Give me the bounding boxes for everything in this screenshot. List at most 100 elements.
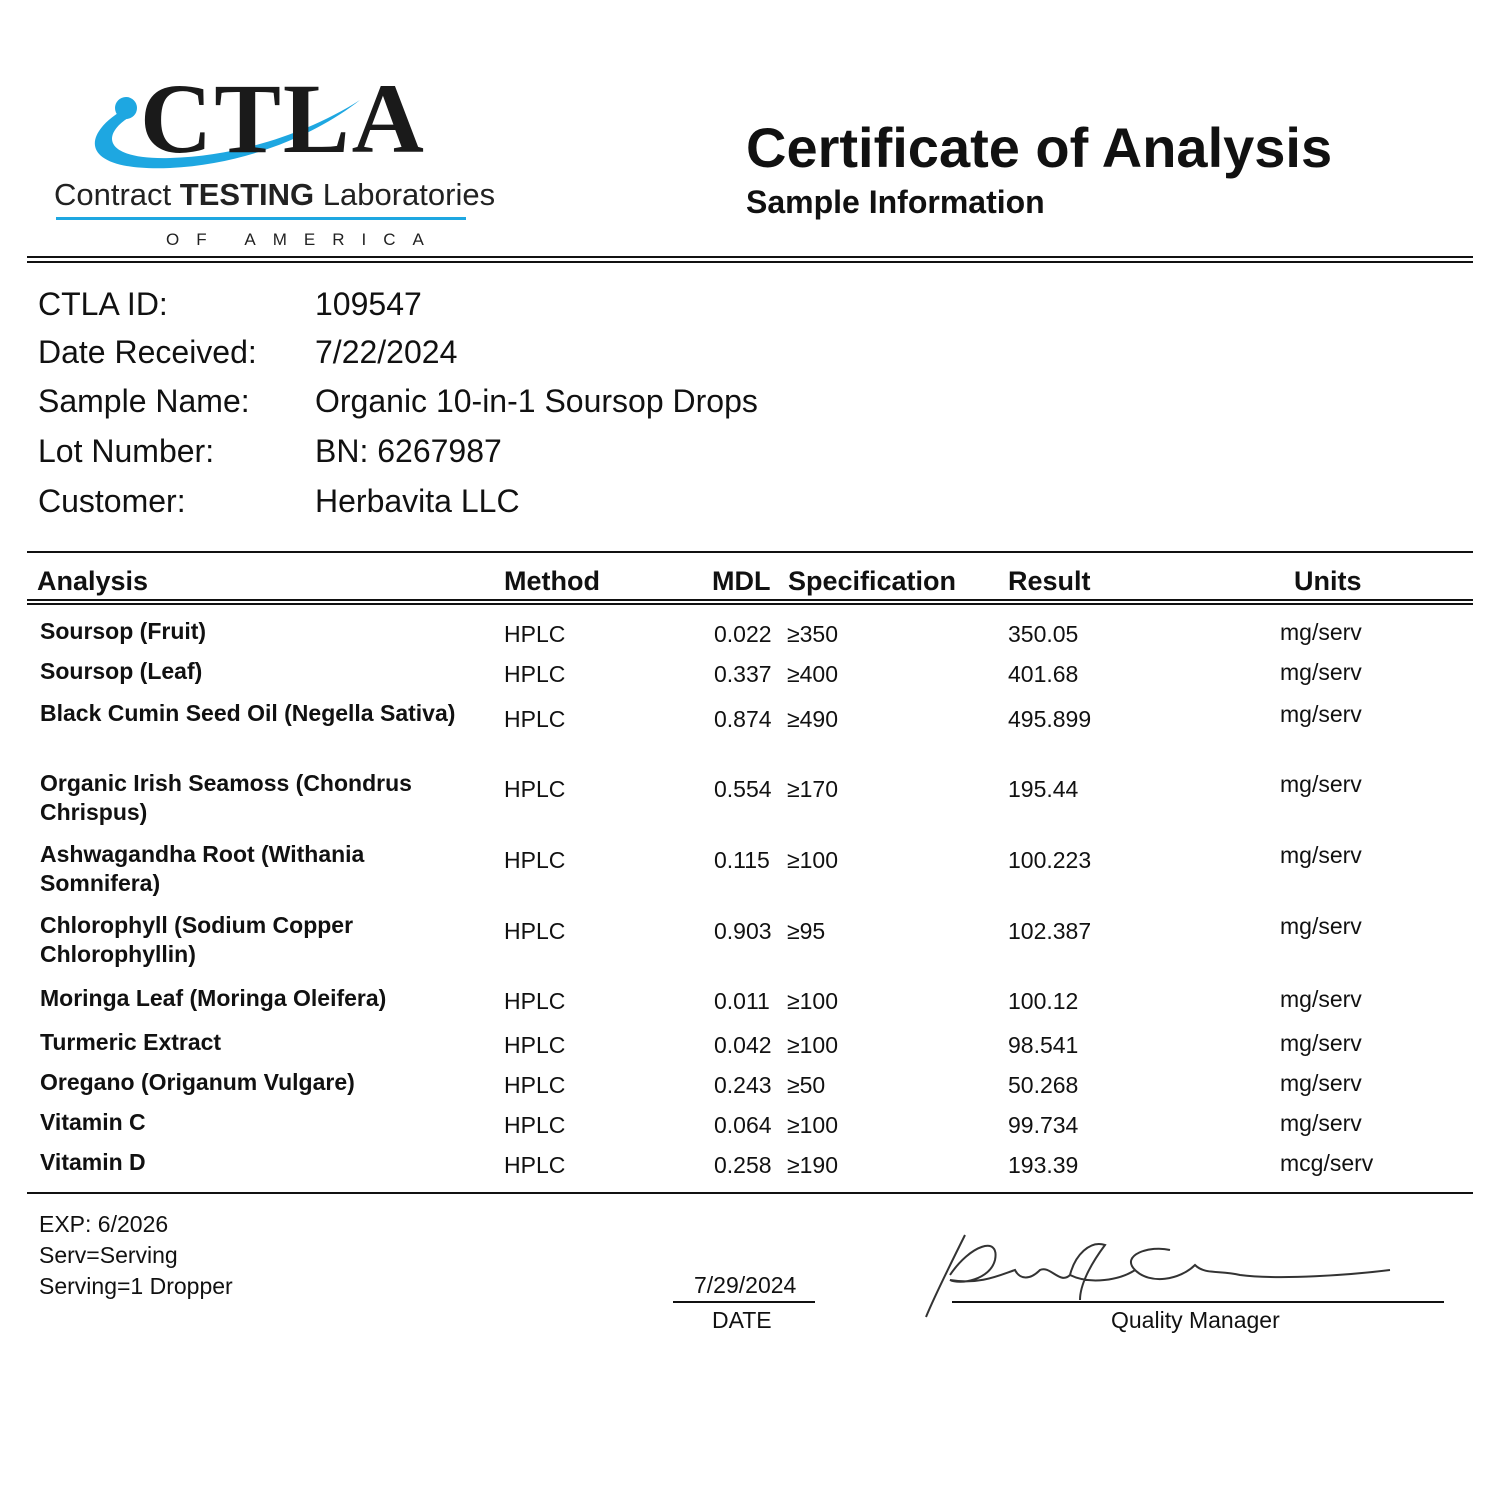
cell-method: HPLC [504, 918, 566, 944]
cell-mdl: 0.115 [714, 847, 770, 873]
cell-mdl: 0.337 [714, 661, 772, 687]
cell-specification: ≥350 [787, 621, 838, 647]
logo-company-name: Contract TESTING Laboratories [54, 177, 496, 212]
divider [27, 1192, 1473, 1194]
cell-method: HPLC [504, 1112, 566, 1138]
cell-specification: ≥100 [787, 1112, 838, 1138]
cell-analysis: Vitamin D [40, 1149, 146, 1175]
cell-method: HPLC [504, 988, 566, 1014]
cell-units: mg/serv [1280, 842, 1362, 868]
page-subtitle: Sample Information [746, 184, 1045, 220]
header-analysis: Analysis [37, 566, 149, 596]
cell-result: 98.541 [1008, 1032, 1079, 1058]
signed-date: 7/29/2024 [694, 1272, 797, 1298]
cell-specification: ≥100 [787, 1032, 838, 1058]
cell-mdl: 0.064 [714, 1112, 772, 1138]
cell-specification: ≥190 [787, 1152, 838, 1178]
cell-units: mg/serv [1280, 701, 1362, 727]
cell-result: 401.68 [1008, 661, 1079, 687]
signature-label: Quality Manager [1111, 1307, 1280, 1333]
cell-method: HPLC [504, 621, 566, 647]
cell-mdl: 0.903 [714, 918, 772, 944]
cell-result: 50.268 [1008, 1072, 1079, 1098]
cell-result: 495.899 [1008, 706, 1092, 732]
cell-mdl: 0.554 [714, 776, 772, 802]
cell-analysis: Soursop (Leaf) [40, 658, 203, 684]
signature-icon [925, 1234, 1391, 1318]
cell-units: mg/serv [1280, 913, 1362, 939]
cell-result: 99.734 [1008, 1112, 1079, 1138]
cell-specification: ≥490 [787, 706, 838, 732]
cell-method: HPLC [504, 1072, 566, 1098]
cell-units: mg/serv [1280, 1070, 1362, 1096]
cell-analysis: Chlorophyll (Sodium Copper Chlorophyllin… [40, 912, 354, 967]
cell-analysis: Oregano (Origanum Vulgare) [40, 1069, 355, 1095]
info-value: Organic 10-in-1 Soursop Drops [315, 383, 758, 419]
signature-line [952, 1301, 1444, 1303]
info-value: 109547 [315, 286, 422, 322]
cell-mdl: 0.243 [714, 1072, 772, 1098]
cell-specification: ≥95 [787, 918, 826, 944]
info-value: BN: 6267987 [315, 433, 502, 469]
cell-mdl: 0.258 [714, 1152, 772, 1178]
info-label: Lot Number: [38, 433, 215, 469]
cell-result: 102.387 [1008, 918, 1092, 944]
cell-specification: ≥50 [787, 1072, 826, 1098]
cell-specification: ≥400 [787, 661, 838, 687]
logo-letters: CTLA [140, 63, 426, 174]
cell-analysis: Moringa Leaf (Moringa Oleifera) [40, 985, 387, 1011]
divider [27, 603, 1473, 605]
cell-result: 100.223 [1008, 847, 1092, 873]
cell-analysis: Turmeric Extract [40, 1029, 222, 1055]
cell-method: HPLC [504, 1152, 566, 1178]
info-value: Herbavita LLC [315, 483, 520, 519]
info-label: Sample Name: [38, 383, 250, 419]
page-title: Certificate of Analysis [746, 116, 1333, 179]
header-specification: Specification [788, 566, 957, 596]
divider [27, 256, 1473, 258]
info-label: Customer: [38, 483, 186, 519]
divider [27, 551, 1473, 553]
cell-method: HPLC [504, 661, 566, 687]
info-value: 7/22/2024 [315, 334, 458, 370]
cell-units: mcg/serv [1280, 1150, 1374, 1176]
info-label: CTLA ID: [38, 286, 168, 322]
cell-method: HPLC [504, 776, 566, 802]
date-line [673, 1301, 815, 1303]
logo-swoosh-icon [94, 97, 361, 169]
cell-units: mg/serv [1280, 1110, 1362, 1136]
date-label: DATE [712, 1307, 772, 1333]
cell-specification: ≥170 [787, 776, 838, 802]
cell-result: 195.44 [1008, 776, 1079, 802]
divider [27, 599, 1473, 601]
header-method: Method [504, 566, 600, 596]
cell-analysis: Ashwagandha Root (Withania Somnifera) [40, 841, 365, 896]
cell-result: 100.12 [1008, 988, 1079, 1014]
cell-result: 193.39 [1008, 1152, 1079, 1178]
cell-mdl: 0.011 [714, 988, 770, 1014]
info-label: Date Received: [38, 334, 257, 370]
note-serv: Serv=Serving [39, 1242, 178, 1268]
header-mdl: MDL [712, 566, 771, 596]
cell-method: HPLC [504, 1032, 566, 1058]
cell-units: mg/serv [1280, 1030, 1362, 1056]
cell-method: HPLC [504, 847, 566, 873]
cell-units: mg/serv [1280, 771, 1362, 797]
cell-analysis: Black Cumin Seed Oil (Negella Sativa) [40, 700, 456, 726]
cell-mdl: 0.042 [714, 1032, 772, 1058]
cell-units: mg/serv [1280, 986, 1362, 1012]
cell-specification: ≥100 [787, 847, 838, 873]
note-serving: Serving=1 Dropper [39, 1273, 233, 1299]
cell-analysis: Organic Irish Seamoss (Chondrus Chrispus… [40, 770, 412, 825]
header-result: Result [1008, 566, 1091, 596]
cell-units: mg/serv [1280, 659, 1362, 685]
divider [27, 261, 1473, 263]
cell-mdl: 0.022 [714, 621, 772, 647]
cell-specification: ≥100 [787, 988, 838, 1014]
header-units: Units [1294, 566, 1362, 596]
cell-analysis: Vitamin C [40, 1109, 146, 1135]
logo-tagline: OF AMERICA [166, 230, 441, 249]
cell-units: mg/serv [1280, 619, 1362, 645]
cell-mdl: 0.874 [714, 706, 772, 732]
cell-result: 350.05 [1008, 621, 1079, 647]
